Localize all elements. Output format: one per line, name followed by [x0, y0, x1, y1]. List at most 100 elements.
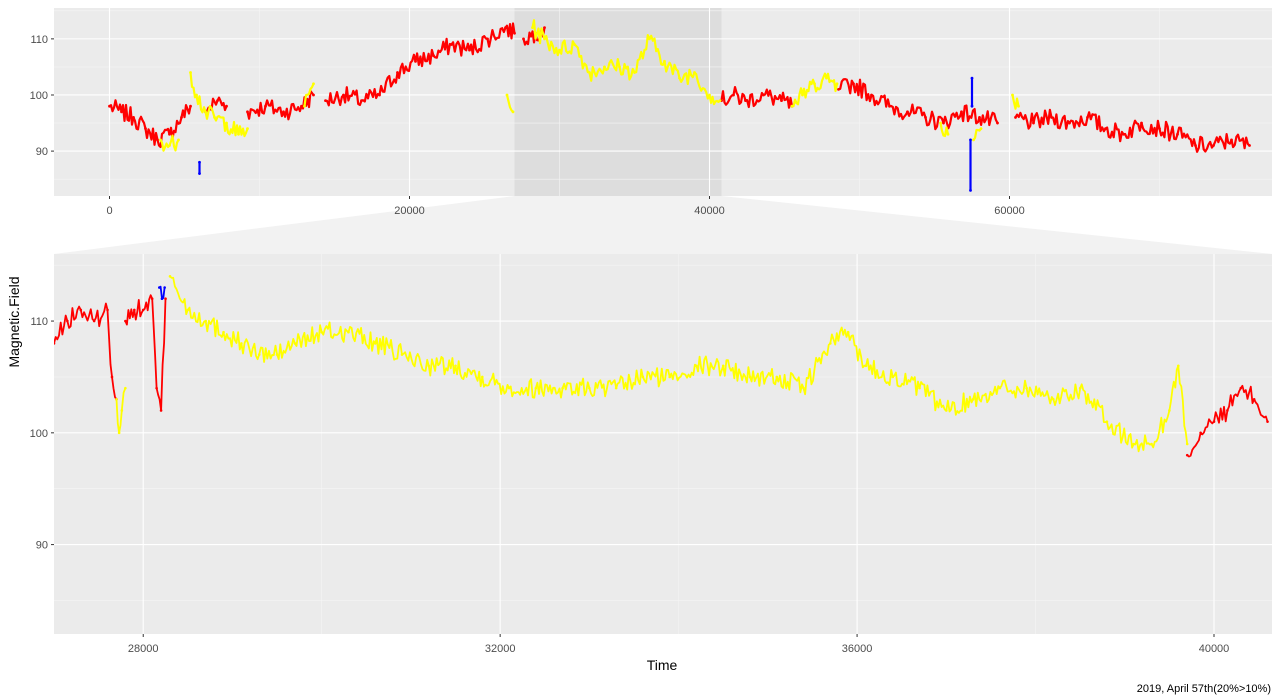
- red-data-point: [216, 99, 219, 102]
- yellow-data-point: [748, 375, 752, 379]
- yellow-trace: [505, 94, 514, 113]
- yellow-data-point: [1017, 104, 1020, 108]
- blue-data-point: [198, 160, 201, 164]
- yellow-data-point: [588, 71, 591, 74]
- x-tick-label: 36000: [842, 643, 873, 655]
- x-tick-label: 28000: [128, 643, 159, 655]
- red-trace: [1014, 108, 1251, 153]
- red-data-point: [744, 99, 747, 102]
- x-axis-title: Time: [647, 657, 678, 673]
- red-trace: [325, 22, 516, 107]
- yellow-data-point: [454, 364, 457, 368]
- yellow-data-point: [918, 386, 921, 390]
- x-tick-label: 0: [106, 205, 112, 217]
- x-tick-label: 20000: [394, 205, 425, 217]
- blue-data-point: [163, 286, 166, 289]
- yellow-data-point: [695, 364, 698, 368]
- yellow-data-point: [511, 110, 515, 114]
- red-data-point: [155, 386, 158, 390]
- yellow-data-point: [846, 330, 850, 334]
- red-data-point: [1226, 409, 1229, 412]
- yellow-data-point: [177, 138, 180, 142]
- yellow-data-point: [204, 319, 207, 323]
- red-data-point: [1185, 453, 1189, 457]
- red-data-point: [342, 93, 345, 97]
- y-tick-label: 90: [36, 540, 48, 552]
- yellow-data-point: [312, 82, 315, 86]
- y-axis-title: Magnetic.Field: [6, 276, 22, 367]
- yellow-trace: [1011, 94, 1020, 110]
- blue-data-point: [969, 188, 972, 192]
- yellow-data-point: [225, 121, 228, 125]
- yellow-trace: [939, 122, 950, 138]
- yellow-data-point: [400, 353, 404, 356]
- red-trace: [124, 294, 167, 412]
- red-data-point: [924, 116, 927, 119]
- red-data-point: [1122, 132, 1125, 136]
- red-data-point: [225, 104, 228, 108]
- red-data-point: [159, 409, 163, 412]
- red-data-point: [960, 110, 963, 114]
- plot-caption: 2019, April 57th(20%>10%): [1137, 683, 1271, 695]
- yellow-data-point: [825, 76, 828, 80]
- red-data-point: [1266, 420, 1269, 423]
- yellow-data-point: [531, 26, 534, 30]
- y-tick-label: 110: [30, 316, 48, 328]
- red-data-point: [1239, 386, 1243, 390]
- red-data-point: [1176, 132, 1179, 136]
- red-data-point: [1230, 138, 1233, 142]
- yellow-data-point: [561, 386, 564, 390]
- yellow-data-point: [790, 104, 794, 108]
- yellow-data-point: [507, 386, 511, 390]
- yellow-data-point: [1150, 442, 1153, 446]
- yellow-data-point: [534, 386, 538, 390]
- red-data-point: [468, 48, 471, 52]
- red-data-point: [54, 342, 56, 345]
- yellow-data-point: [945, 409, 948, 412]
- data-layer: [54, 275, 1269, 458]
- yellow-data-point: [891, 375, 895, 379]
- red-data-point: [1212, 420, 1216, 423]
- yellow-data-point: [246, 127, 249, 131]
- red-data-point: [906, 110, 909, 114]
- overview-panel: 0 20000 40000 60000 90 100 110: [30, 8, 1272, 217]
- yellow-data-point: [1011, 93, 1014, 97]
- yellow-data-point: [998, 386, 1002, 390]
- yellow-data-point: [1025, 386, 1028, 390]
- red-series: [108, 22, 1251, 153]
- yellow-data-point: [801, 93, 804, 97]
- red-data-point: [504, 26, 507, 30]
- red-data-point: [513, 31, 516, 35]
- yellow-data-point: [117, 431, 121, 435]
- yellow-data-point: [693, 71, 696, 74]
- red-data-point: [978, 116, 981, 119]
- yellow-trace: [189, 72, 249, 138]
- yellow-data-point: [213, 116, 216, 119]
- blue-data-point: [970, 76, 974, 80]
- blue-data-point: [198, 172, 201, 175]
- data-layer: [108, 19, 1251, 192]
- red-data-point: [1068, 121, 1071, 125]
- yellow-data-point: [186, 308, 190, 312]
- yellow-data-point: [120, 409, 124, 412]
- yellow-trace: [531, 19, 721, 106]
- blue-data-point: [970, 104, 974, 108]
- yellow-data-point: [775, 375, 779, 379]
- red-data-point: [1086, 116, 1089, 119]
- red-data-point: [1194, 144, 1197, 147]
- red-data-point: [144, 127, 147, 131]
- yellow-data-point: [1132, 442, 1135, 446]
- yellow-data-point: [240, 342, 243, 345]
- red-data-point: [888, 104, 891, 108]
- yellow-data-point: [257, 353, 261, 356]
- red-data-point: [1050, 116, 1053, 119]
- red-data-point: [543, 26, 546, 30]
- red-data-point: [246, 110, 249, 114]
- red-data-point: [282, 110, 285, 114]
- yellow-data-point: [802, 386, 805, 390]
- yellow-data-point: [1052, 397, 1055, 401]
- yellow-data-point: [1185, 442, 1189, 446]
- red-data-point: [732, 93, 735, 97]
- red-data-point: [92, 319, 96, 323]
